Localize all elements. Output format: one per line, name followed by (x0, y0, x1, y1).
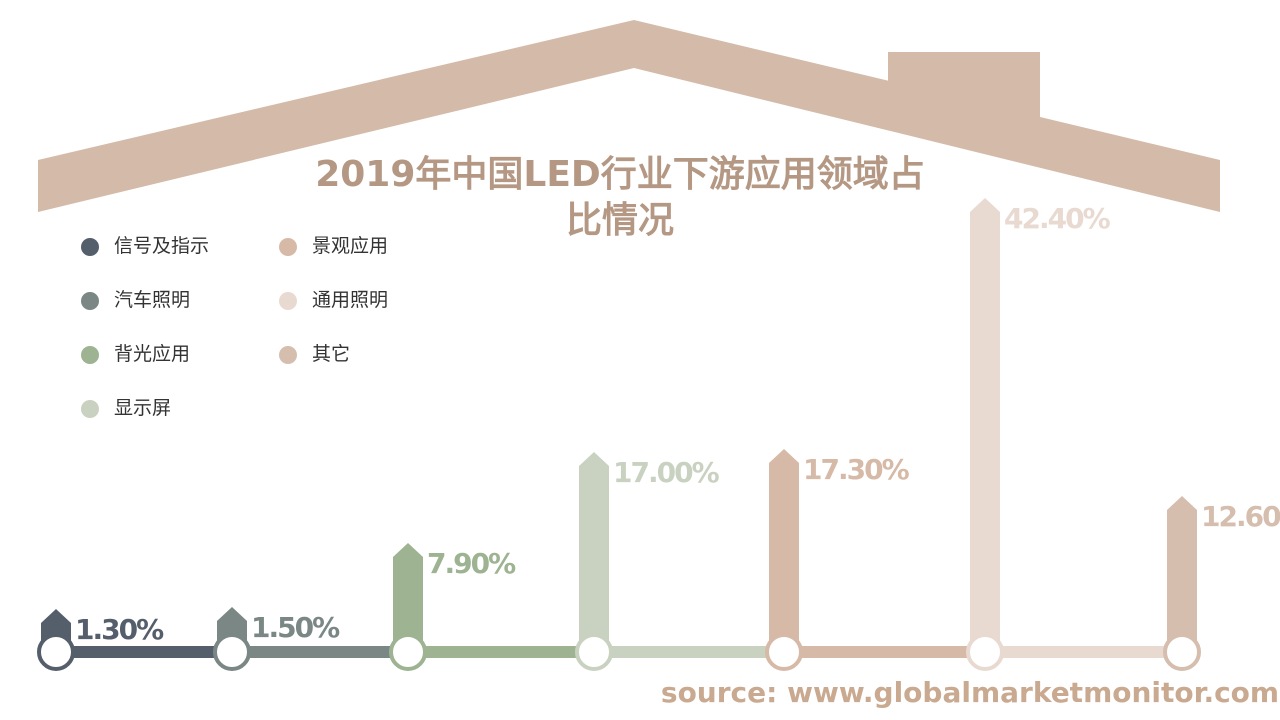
base-node (389, 633, 427, 671)
base-node (213, 633, 251, 671)
bar (393, 543, 423, 652)
value-label: 1.30% (75, 613, 164, 646)
value-label: 42.40% (1004, 202, 1111, 235)
value-label: 7.90% (427, 547, 516, 580)
base-node (575, 633, 613, 671)
base-node (966, 633, 1004, 671)
bar (769, 449, 799, 652)
base-node (1163, 633, 1201, 671)
bar (579, 452, 609, 652)
legend-label: 通用照明 (312, 289, 388, 311)
value-label: 12.60% (1201, 500, 1280, 533)
legend-label: 信号及指示 (114, 235, 209, 257)
bar (1167, 496, 1197, 652)
legend-marker (81, 346, 99, 364)
value-label: 17.00% (613, 456, 720, 489)
base-node (37, 633, 75, 671)
value-label: 17.30% (803, 453, 910, 486)
legend-marker (81, 400, 99, 418)
chimney (888, 52, 1040, 118)
legend-label: 汽车照明 (114, 289, 190, 311)
legend-marker (279, 346, 297, 364)
chart-title: 2019年中国LED行业下游应用领域占比情况 (315, 154, 925, 241)
base-node (765, 633, 803, 671)
value-label: 1.50% (251, 611, 340, 644)
bar (970, 198, 1000, 652)
source: source: www.globalmarketmonitor.com (661, 676, 1279, 709)
legend-marker (81, 292, 99, 310)
legend-label: 背光应用 (114, 343, 190, 365)
legend-marker (81, 238, 99, 256)
legend-label: 其它 (312, 343, 350, 365)
legend-marker (279, 238, 297, 256)
legend-label: 显示屏 (114, 397, 171, 419)
legend-label: 景观应用 (312, 235, 388, 257)
legend-marker (279, 292, 297, 310)
